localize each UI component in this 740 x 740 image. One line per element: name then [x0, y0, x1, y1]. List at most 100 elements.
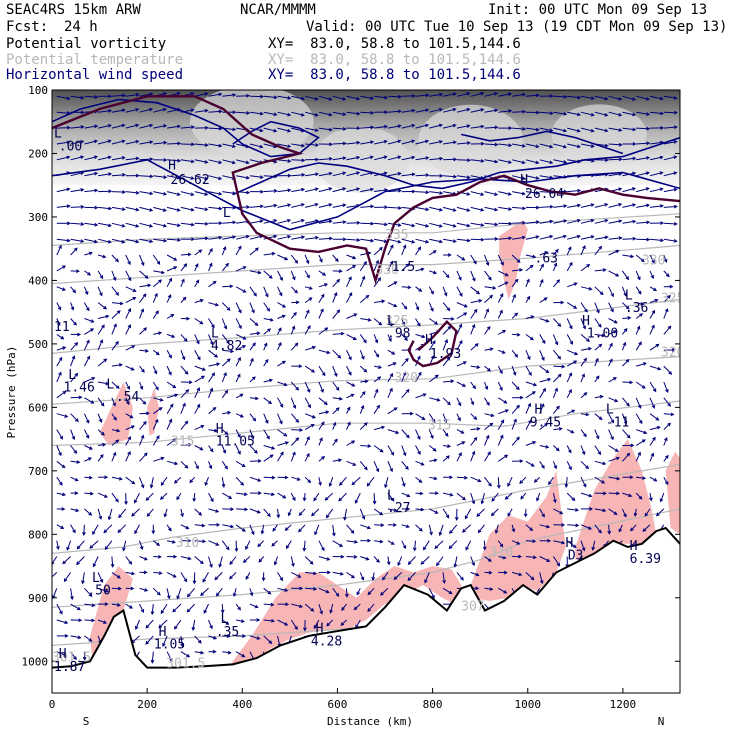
wind-vector-head: [302, 547, 307, 552]
wind-vector: [208, 492, 214, 502]
wind-vector: [150, 477, 154, 488]
wind-vector-head: [231, 160, 236, 165]
wind-vector-head: [430, 290, 434, 295]
wind-vector-head: [343, 516, 347, 521]
wind-vector: [553, 111, 567, 115]
wind-vector: [387, 110, 401, 113]
wind-vector: [456, 572, 464, 581]
wind-vector: [153, 142, 167, 145]
wind-vector-head: [332, 532, 336, 537]
wind-vector-head: [568, 246, 572, 251]
wind-vector-head: [494, 222, 499, 227]
wind-vector: [318, 540, 325, 551]
wind-vector-head: [386, 561, 391, 566]
wind-vector-head: [204, 92, 209, 96]
wind-vector: [298, 524, 306, 533]
wind-vector: [373, 493, 376, 504]
wind-vector: [125, 297, 136, 304]
wind-vector-head: [452, 239, 457, 243]
wind-vector: [221, 429, 228, 435]
wind-vector-head: [267, 328, 272, 332]
wind-vector: [164, 508, 168, 517]
wind-vector-head: [586, 338, 591, 342]
wind-vector-head: [326, 622, 331, 627]
wind-vector-head: [218, 176, 223, 181]
extremum-label: H: [582, 314, 590, 329]
wind-vector-head: [490, 413, 495, 418]
wind-vector: [304, 95, 318, 100]
wind-vector-head: [583, 392, 588, 396]
wind-vector-head: [389, 468, 393, 473]
extremum-label: 4.28: [311, 634, 342, 649]
wind-vector: [245, 572, 251, 580]
wind-vector: [62, 556, 71, 564]
extremum-label: H: [425, 333, 433, 348]
wind-vector-head: [70, 596, 74, 601]
wind-vector-head: [222, 449, 227, 454]
wind-vector: [429, 397, 440, 401]
wind-vector: [360, 188, 374, 193]
wind-vector-head: [135, 92, 140, 97]
wind-vector: [534, 476, 541, 483]
wind-vector-head: [144, 275, 149, 279]
wind-vector-head: [160, 610, 165, 615]
wind-vector: [539, 220, 553, 224]
wind-vector: [277, 219, 291, 224]
wind-vector: [622, 317, 631, 319]
field-name-wind: Horizontal wind speed: [6, 67, 184, 83]
wind-vector-head: [190, 108, 195, 113]
wind-vector: [318, 294, 325, 303]
wind-vector: [622, 381, 633, 383]
wind-vector: [415, 140, 429, 145]
wind-vector: [580, 264, 590, 272]
wind-vector: [139, 270, 149, 279]
wind-vector-head: [324, 327, 329, 332]
wind-vector: [318, 95, 332, 101]
wind-vector-head: [530, 315, 535, 319]
wind-vector: [56, 524, 64, 529]
wind-vector: [622, 220, 636, 224]
wind-vector: [222, 524, 234, 528]
wind-vector: [373, 461, 379, 472]
wind-vector: [221, 445, 226, 454]
wind-vector: [83, 429, 90, 439]
wind-vector-head: [384, 484, 388, 489]
wind-vector: [346, 292, 353, 303]
wind-vector-head: [463, 303, 468, 308]
wind-vector-head: [195, 465, 199, 470]
wind-vector-head: [382, 576, 386, 581]
wind-vector: [338, 492, 347, 502]
wind-vector-head: [88, 512, 93, 516]
wind-vector-head: [397, 155, 402, 160]
wind-vector: [318, 381, 324, 393]
wind-vector-head: [177, 238, 182, 242]
wind-vector: [125, 254, 131, 265]
wind-vector-head: [618, 528, 622, 533]
wind-vector-head: [240, 481, 244, 486]
wind-vector: [346, 349, 352, 360]
wind-vector-head: [339, 543, 343, 547]
wind-vector: [111, 157, 125, 161]
wind-vector: [318, 437, 323, 446]
wind-vector-head: [460, 430, 465, 434]
wind-vector-head: [245, 545, 249, 550]
wind-vector-head: [569, 341, 573, 345]
wind-vector-head: [126, 385, 130, 390]
wind-vector-head: [314, 113, 319, 117]
wind-vector-head: [518, 572, 523, 577]
wind-vector: [153, 407, 163, 415]
wind-vector-head: [66, 221, 71, 226]
wind-vector-head: [576, 144, 581, 149]
wind-vector: [56, 413, 68, 418]
wind-vector: [263, 619, 275, 622]
wind-vector-head: [446, 356, 451, 361]
wind-vector: [415, 157, 429, 161]
wind-vector: [621, 342, 626, 351]
wind-vector: [236, 619, 244, 622]
wind-vector: [291, 159, 305, 161]
wind-vector: [442, 326, 452, 335]
wind-vector-head: [459, 339, 463, 344]
wind-vector-head: [158, 624, 163, 629]
wind-vector: [512, 269, 523, 272]
wind-vector-head: [532, 254, 537, 259]
